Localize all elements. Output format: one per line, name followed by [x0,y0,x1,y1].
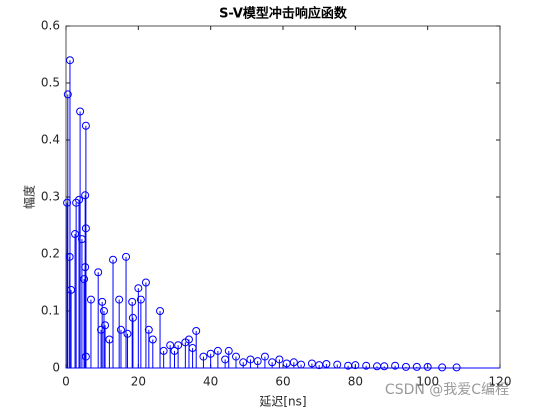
stem-marker [128,297,137,306]
stem-marker [156,307,165,315]
x-tick-label: 40 [203,375,218,389]
y-tick-label: 0.4 [41,133,60,147]
stem-marker [94,268,103,277]
stem-marker [101,321,110,330]
stem-marker [86,295,95,304]
stem-marker [423,362,432,371]
stem-marker [213,346,222,355]
stem-marker [246,355,255,364]
y-tick-label: 0 [52,361,60,375]
stem-marker [134,284,143,293]
stem-marker [76,107,85,116]
stem-marker [115,295,124,304]
stem-marker [452,363,461,372]
stem-marker [81,263,90,272]
stem-marker [122,252,131,261]
x-tick-label: 80 [348,375,363,389]
x-tick-label: 0 [62,375,70,389]
stem-marker [105,335,114,344]
stem-marker [75,195,84,204]
stem-marker [159,346,168,355]
stem-marker [380,362,389,371]
y-tick-label: 0.6 [41,19,60,33]
stem-marker [80,275,89,284]
stem-marker [438,363,447,372]
x-axis-label: 延迟[ns] [259,395,306,409]
stem-marker [81,224,90,233]
stem-marker [63,198,72,207]
stem-marker [206,349,215,358]
stem-marker [412,362,421,371]
stem-marker [184,335,193,344]
chart-title: S-V模型冲击响应函数 [219,6,348,22]
x-tick-label: 20 [131,375,146,389]
x-tick-label: 100 [416,375,439,389]
y-axis-label: 幅度 [22,185,37,209]
stem-marker [109,255,118,264]
stem-marker [98,297,107,306]
stem-marker [401,362,410,371]
stem-marker [224,346,233,355]
stem-marker [239,358,248,367]
stem-marker [391,361,400,370]
stem-marker [307,359,316,368]
stem-marker [81,191,90,200]
stem-marker [128,313,137,322]
stem-marker [123,329,132,338]
stem-marker [63,90,72,99]
stem-marker [166,341,175,350]
y-tick-label: 0.1 [41,304,60,318]
stem-marker [253,357,262,366]
stem-marker [268,358,277,367]
y-tick-label: 0.3 [41,190,60,204]
stem-marker [231,352,240,361]
stem-marker [148,335,157,344]
y-tick-label: 0.5 [41,76,60,90]
stem-marker [351,361,360,370]
stem-marker [275,355,284,364]
y-tick-label: 0.2 [41,247,60,261]
stem-marker [174,341,183,350]
plot-area [65,25,501,369]
stem-marker [81,121,90,130]
stem-marker [99,307,108,315]
stem-marker [144,325,153,334]
stem-marker [136,295,145,304]
stem-marker [65,56,74,65]
stem-marker [362,361,371,370]
stem-marker [141,278,150,287]
stem-marker [116,325,125,334]
stem-marker [289,358,298,367]
stem-marker [81,352,90,361]
stem-marker [65,252,74,261]
x-tick-label: 60 [275,375,290,389]
stem-marker [199,352,208,361]
x-tick-label: 120 [489,375,512,389]
watermark: CSDN @我爱C编程 [385,382,509,398]
stem-marker [260,352,269,361]
stem-marker [192,326,201,335]
